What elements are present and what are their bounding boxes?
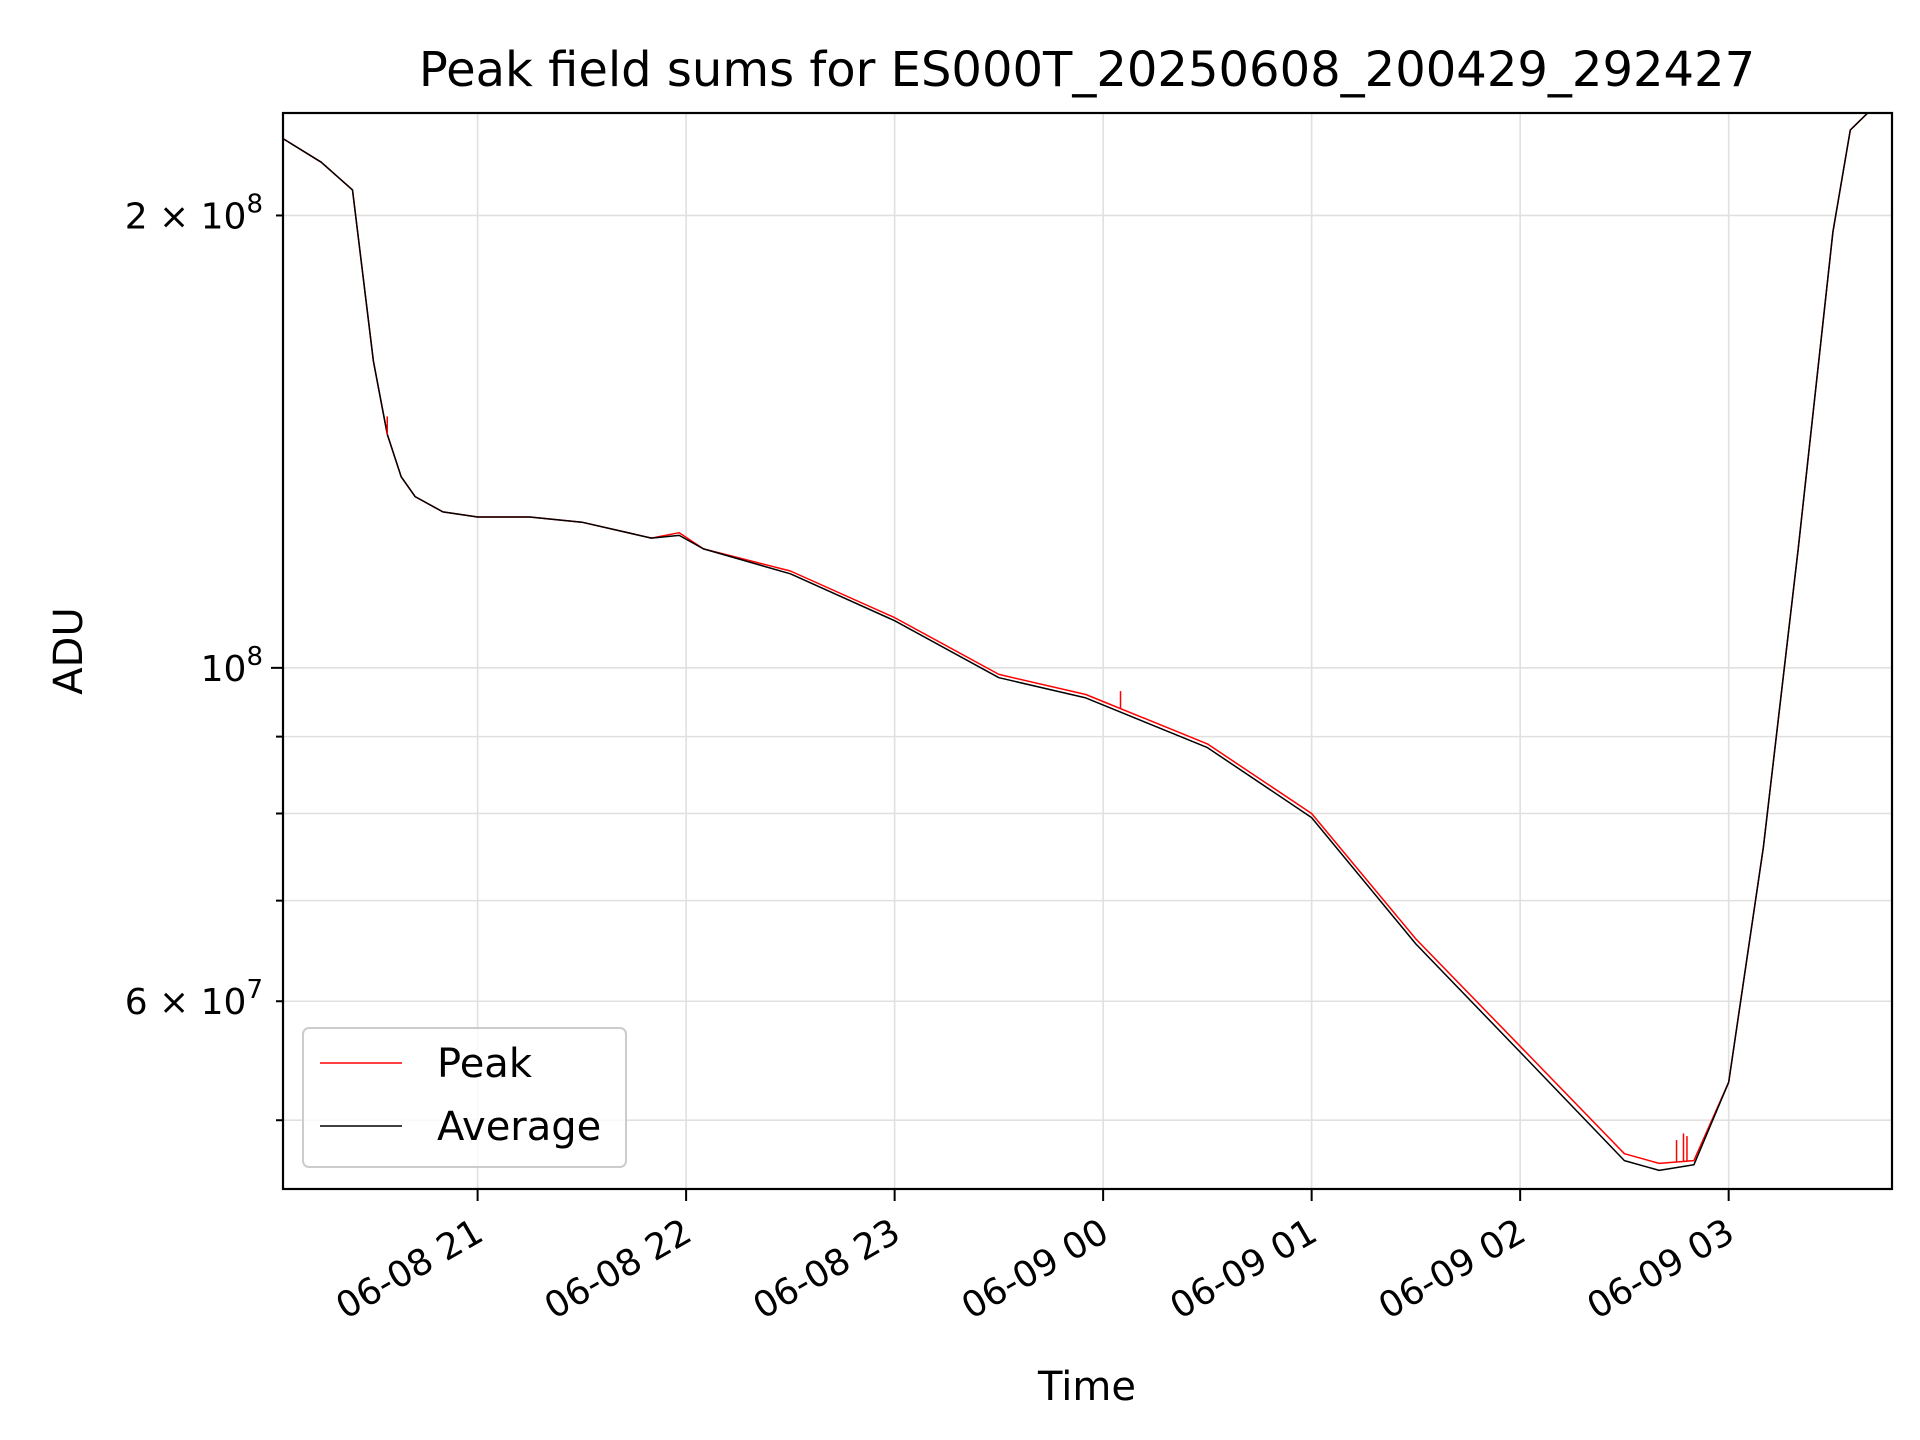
y-axis: 2 × 108 108 6 × 107	[125, 189, 283, 1122]
plot-frame	[281, 111, 1894, 1191]
legend: Peak Average	[302, 1027, 627, 1168]
legend-peak-label: Peak	[437, 1041, 533, 1087]
y-tick-label: 2 × 108	[125, 189, 263, 237]
series-layer	[282, 112, 1892, 1172]
y-tick-label: 6 × 107	[125, 975, 263, 1023]
y-tick-label: 108	[201, 642, 263, 690]
legend-average-label: Average	[437, 1104, 601, 1150]
y-axis-label: ADU	[46, 607, 92, 694]
series-line-average	[282, 112, 1892, 1172]
x-axis-label: Time	[1037, 1364, 1136, 1410]
chart-title: Peak field sums for ES000T_20250608_2004…	[419, 42, 1755, 98]
